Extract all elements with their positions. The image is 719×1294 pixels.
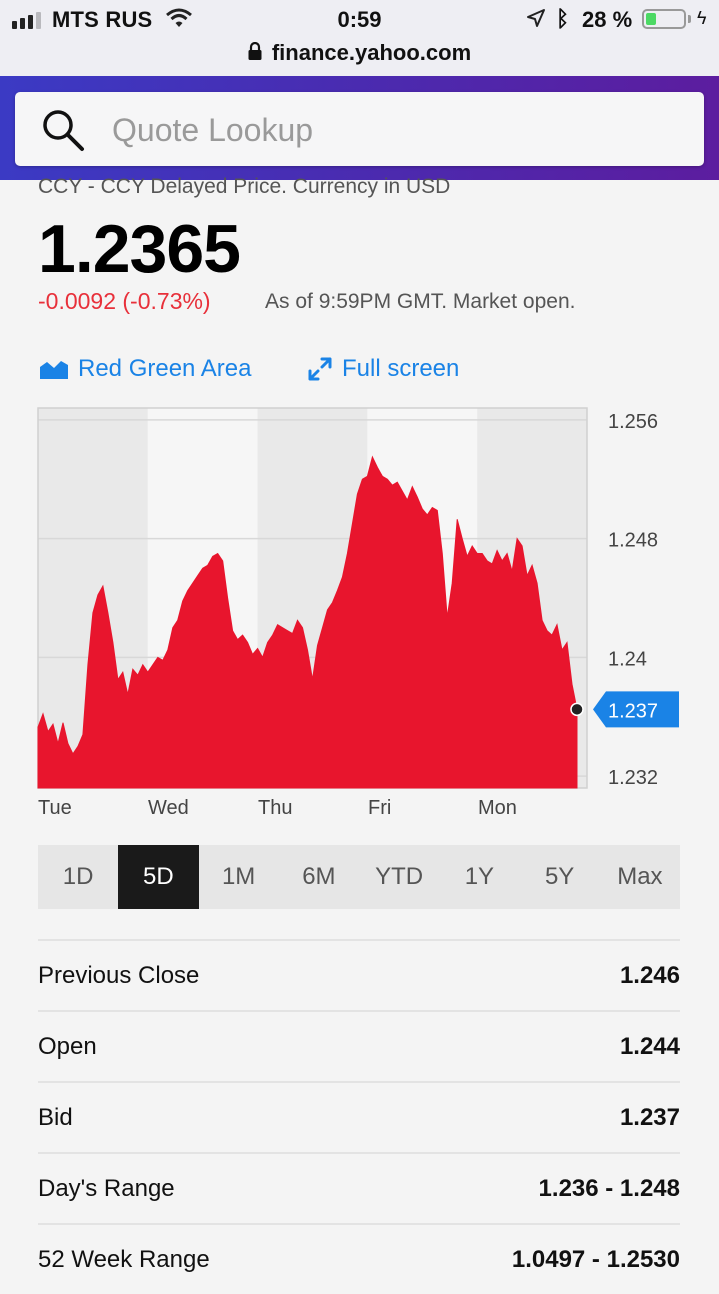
range-tab-1d[interactable]: 1D [62, 863, 94, 890]
quote-timestamp: As of 9:59PM GMT. Market open. [265, 290, 576, 313]
range-tab-5y[interactable]: 5Y [544, 863, 575, 890]
quote-price: 1.2365 [38, 211, 241, 287]
wifi-icon [166, 8, 192, 27]
current-price-dot [570, 702, 584, 717]
stat-row-52-week-range: 52 Week Range 1.0497 - 1.2530 [38, 1223, 680, 1294]
search-input[interactable] [110, 92, 674, 168]
y-tick-label: 1.248 [608, 530, 658, 552]
lock-icon [248, 42, 262, 60]
x-axis-label: Fri [368, 797, 392, 819]
battery-percent: 28 % [582, 7, 633, 32]
price-chart[interactable]: 1.256 1.248 1.24 1.232 1.237 [0, 395, 719, 795]
stat-value: 1.237 [619, 1103, 680, 1131]
y-tick-label: 1.24 [608, 648, 647, 670]
stat-label: Day's Range [38, 1174, 175, 1202]
search-icon[interactable] [41, 108, 87, 154]
quote-subtitle: CCY - CCY Delayed Price. Currency in USD [38, 175, 451, 198]
status-bar: MTS RUS 0:59 ᛒ 28 % ϟ [0, 0, 719, 40]
x-axis-label: Thu [258, 797, 293, 819]
url-domain: finance.yahoo.com [271, 40, 472, 65]
stat-row-open: Open 1.244 [38, 1010, 680, 1081]
y-tick-label: 1.256 [608, 411, 658, 433]
stat-label: 52 Week Range [38, 1245, 210, 1273]
quote-stats: Previous Close 1.246 Open 1.244 Bid 1.23… [38, 939, 680, 1294]
range-tab-1m[interactable]: 1M [221, 863, 256, 890]
chart-type-button[interactable]: Red Green Area [40, 355, 251, 383]
expand-icon [308, 357, 332, 381]
stat-label: Open [38, 1032, 97, 1060]
y-tick-label: 1.232 [608, 767, 658, 789]
fullscreen-label: Full screen [342, 355, 460, 382]
area-chart-icon [40, 361, 68, 379]
stat-label: Previous Close [38, 961, 200, 989]
cell-signal-icon [12, 12, 41, 29]
location-arrow-icon [527, 9, 545, 27]
search-header [0, 76, 719, 180]
range-tab-ytd[interactable]: YTD [375, 863, 424, 890]
price-area [37, 455, 578, 789]
bluetooth-icon: ᛒ [556, 6, 570, 31]
clock: 0:59 [337, 7, 382, 32]
x-axis-label: Wed [148, 797, 189, 819]
range-tab-max[interactable]: Max [617, 863, 663, 890]
stat-value: 1.246 [619, 961, 680, 989]
stat-value: 1.0497 - 1.2530 [511, 1245, 680, 1273]
url-bar[interactable]: finance.yahoo.com [0, 40, 719, 76]
quote-change: -0.0092 (-0.73%) [38, 288, 211, 314]
range-tabs: 1D 5D 1M 6M YTD 1Y 5Y Max [38, 845, 680, 909]
stat-label: Bid [38, 1103, 73, 1131]
chart-type-label: Red Green Area [78, 355, 252, 382]
stat-value: 1.236 - 1.248 [538, 1174, 680, 1202]
fullscreen-button[interactable]: Full screen [308, 355, 459, 383]
stat-row-days-range: Day's Range 1.236 - 1.248 [38, 1152, 680, 1223]
stat-value: 1.244 [619, 1032, 680, 1060]
carrier-name: MTS RUS [52, 7, 153, 32]
stat-row-previous-close: Previous Close 1.246 [38, 939, 680, 1010]
battery-tip [688, 15, 691, 23]
charging-bolt-icon: ϟ [697, 8, 707, 28]
x-axis-label: Tue [38, 797, 72, 819]
current-price-tag [593, 691, 679, 728]
range-tab-5d[interactable]: 5D [118, 845, 199, 909]
range-tab-6m[interactable]: 6M [302, 863, 336, 890]
current-price-label: 1.237 [608, 700, 658, 722]
search-box[interactable] [15, 92, 704, 168]
x-axis-label: Mon [478, 797, 517, 819]
stat-row-bid: Bid 1.237 [38, 1081, 680, 1152]
battery-icon [642, 9, 686, 29]
range-tab-1y[interactable]: 1Y [464, 863, 495, 890]
